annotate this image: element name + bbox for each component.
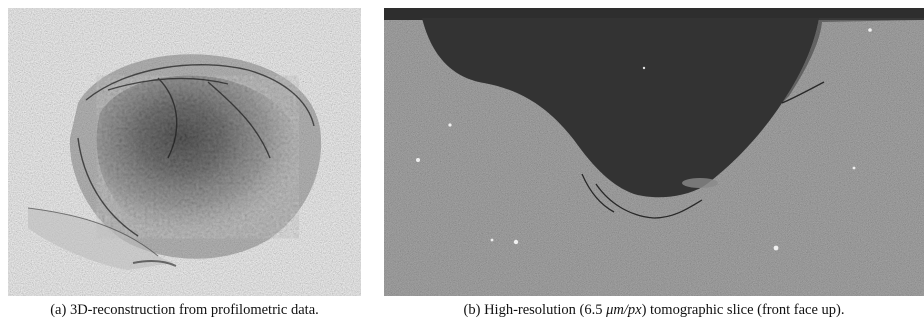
tomographic-slice-image (384, 8, 924, 296)
panel-a-label: (a) (50, 302, 67, 318)
caption-panel-b: (b) High-resolution (6.5 μm/px) tomograp… (384, 300, 924, 320)
panel-a-caption-text: 3D-reconstruction from profilometric dat… (69, 302, 319, 318)
panel-b-label: (b) (463, 302, 481, 318)
caption-panel-a: (a) 3D-reconstruction from profilometric… (8, 300, 361, 320)
panel-b-caption-after: ) tomographic slice (front face up). (641, 302, 845, 318)
panel-b-caption-math: μm/px (606, 302, 642, 318)
panel-b-caption-before: High-resolution (6.5 (484, 302, 607, 318)
profilometric-reconstruction-image (8, 8, 361, 296)
